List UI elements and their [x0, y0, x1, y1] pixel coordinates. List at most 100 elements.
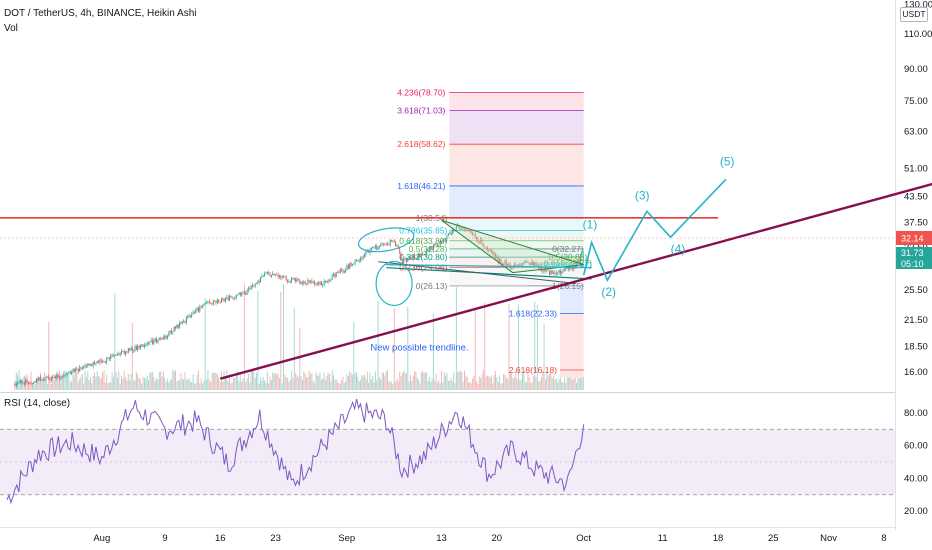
candle-body	[558, 269, 560, 273]
candle-body	[468, 229, 469, 232]
volume-bar	[515, 370, 517, 390]
time-tick-label: Oct	[576, 533, 591, 544]
volume-bar	[511, 372, 513, 390]
volume-bar	[455, 287, 457, 390]
volume-bar	[50, 383, 52, 390]
candle-body	[34, 381, 36, 383]
volume-bar	[530, 382, 532, 390]
candle-body	[488, 250, 490, 251]
rsi-label[interactable]: RSI (14, close)	[4, 398, 71, 409]
volume-bar	[181, 378, 183, 390]
volume-bar	[474, 310, 476, 390]
candle-body	[207, 301, 209, 303]
volume-bar	[212, 371, 214, 390]
candle-body	[48, 377, 50, 380]
volume-bar	[215, 372, 217, 390]
candle-body	[219, 301, 221, 303]
volume-bar	[138, 378, 140, 390]
volume-bar	[486, 375, 488, 390]
volume-bar	[551, 378, 553, 390]
currency-badge[interactable]: USDT	[900, 7, 928, 22]
candle-body	[518, 264, 519, 267]
candle-body	[210, 302, 212, 304]
volume-bar	[432, 313, 434, 390]
candle-body	[399, 248, 401, 253]
time-tick-label: Sep	[338, 533, 355, 544]
volume-bar	[520, 379, 522, 390]
volume-bar	[334, 379, 336, 390]
price-tick-label: 90.00	[904, 64, 928, 75]
candle-body	[523, 262, 525, 265]
price-tick-label: 110.00	[904, 29, 932, 40]
volume-bar	[302, 380, 303, 390]
candle-body	[314, 281, 316, 285]
volume-bar	[161, 376, 163, 390]
fib-level-label: 1.618(46.21)	[397, 181, 445, 191]
symbol-title[interactable]: DOT / TetherUS, 4h, BINANCE, Heikin Ashi	[4, 8, 197, 19]
candle-body	[198, 307, 199, 312]
candle-body	[331, 275, 333, 280]
candle-body	[580, 254, 582, 262]
volume-bar	[53, 379, 55, 390]
candle-body	[574, 266, 576, 267]
candle-body	[215, 301, 217, 304]
candle-body	[37, 378, 39, 381]
candle-body	[29, 382, 31, 384]
candle-body	[208, 301, 210, 303]
volume-bar	[110, 382, 112, 390]
fib-level-label: 4.236(78.70)	[397, 88, 445, 98]
candle-body	[368, 251, 370, 253]
volume-label[interactable]: Vol	[4, 23, 18, 34]
candle-body	[327, 280, 329, 283]
candle-body	[435, 243, 437, 245]
time-tick-label: 13	[436, 533, 447, 544]
candle-body	[319, 281, 321, 285]
volume-bar	[343, 383, 345, 390]
rsi-pane[interactable]	[0, 398, 895, 505]
price-tick-label: 16.00	[904, 367, 928, 378]
time-tick-label: Aug	[93, 533, 110, 544]
price-tick-label: 130.00	[904, 0, 932, 10]
volume-bar	[291, 370, 293, 390]
volume-bar	[238, 381, 240, 390]
volume-bar	[491, 375, 492, 390]
candle-body	[503, 263, 505, 265]
candle-body	[166, 335, 168, 339]
candle-body	[412, 255, 414, 259]
candle-body	[356, 259, 357, 261]
volume-bar	[229, 374, 230, 390]
candle-body	[561, 271, 563, 274]
volume-bar	[572, 379, 573, 390]
volume-bar	[245, 382, 247, 390]
candle-body	[307, 280, 309, 284]
fib-zone	[449, 92, 584, 111]
volume-bar	[188, 377, 190, 390]
volume-bar	[95, 376, 97, 390]
fib-level-label: 0(32.27)	[552, 244, 584, 254]
candle-body	[401, 260, 403, 264]
candle-body	[337, 272, 339, 273]
drawings[interactable]: New possible trendline. (1) (2) (3) (4) (5)	[0, 154, 932, 380]
volume-bar	[112, 377, 114, 390]
candle-body	[189, 315, 191, 317]
volume-bar	[318, 375, 320, 390]
candle-body	[273, 273, 275, 276]
candle-body	[383, 243, 384, 245]
candle-body	[408, 257, 410, 259]
candle-body	[266, 272, 268, 274]
candle-body	[95, 363, 97, 364]
volume-bar	[158, 371, 160, 390]
volume-bar	[247, 373, 249, 390]
fibonacci-extension[interactable]: 4.236(78.70) 3.618(71.03) 2.618(58.62) 1.61…	[397, 88, 592, 378]
candle-body	[420, 254, 422, 257]
candle-body	[507, 263, 509, 266]
candle-body	[489, 250, 491, 251]
candle-body	[358, 260, 360, 262]
volume-bar	[199, 383, 201, 390]
volume-bar	[437, 382, 438, 390]
volume-bar	[34, 383, 36, 390]
volume-bar	[76, 371, 78, 390]
volume-bar	[543, 324, 545, 390]
volume-bar	[272, 372, 274, 390]
